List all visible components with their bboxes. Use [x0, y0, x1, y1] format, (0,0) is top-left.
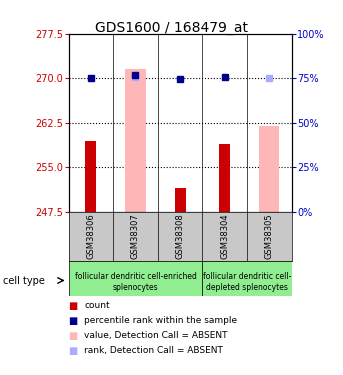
Bar	[85, 141, 96, 212]
Bar	[219, 144, 230, 212]
Text: GSM38304: GSM38304	[220, 213, 229, 259]
Bar	[69, 261, 202, 296]
Bar	[202, 261, 292, 296]
Text: GDS1600 / 168479_at: GDS1600 / 168479_at	[95, 21, 248, 34]
Text: GSM38307: GSM38307	[131, 213, 140, 259]
Bar	[126, 69, 145, 212]
Text: percentile rank within the sample: percentile rank within the sample	[84, 316, 237, 325]
Text: cell type: cell type	[3, 276, 45, 285]
Text: value, Detection Call = ABSENT: value, Detection Call = ABSENT	[84, 331, 227, 340]
Text: GSM38305: GSM38305	[265, 213, 274, 259]
Text: count: count	[84, 301, 110, 310]
Text: ■: ■	[69, 301, 78, 310]
Text: depleted splenocytes: depleted splenocytes	[206, 283, 288, 292]
Bar	[175, 188, 186, 212]
Text: ■: ■	[69, 346, 78, 355]
Text: GSM38308: GSM38308	[176, 213, 185, 259]
Text: follicular dendritic cell-: follicular dendritic cell-	[203, 272, 291, 281]
Text: rank, Detection Call = ABSENT: rank, Detection Call = ABSENT	[84, 346, 223, 355]
Bar	[259, 126, 279, 212]
Text: splenocytes: splenocytes	[113, 283, 158, 292]
Text: GSM38306: GSM38306	[86, 213, 95, 259]
Text: ■: ■	[69, 331, 78, 340]
Text: follicular dendritic cell-enriched: follicular dendritic cell-enriched	[74, 272, 197, 281]
Text: ■: ■	[69, 316, 78, 326]
